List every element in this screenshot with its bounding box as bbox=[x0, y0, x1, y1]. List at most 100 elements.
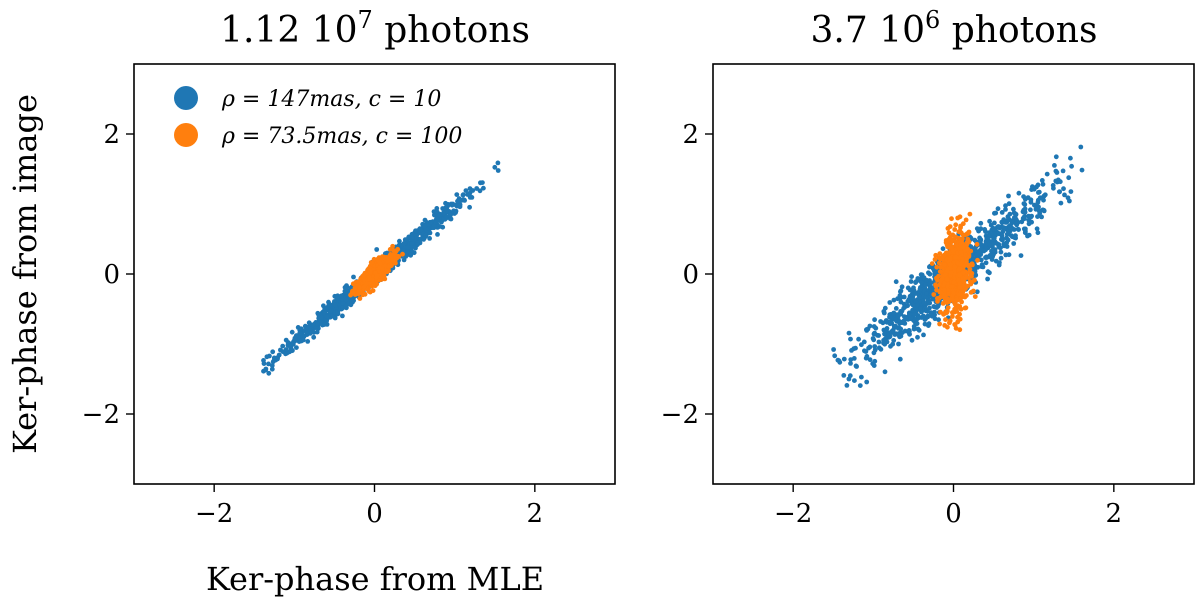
data-point bbox=[976, 250, 982, 256]
data-point bbox=[364, 281, 370, 286]
data-point bbox=[965, 283, 971, 289]
data-point bbox=[960, 270, 966, 276]
x-tick-label: −2 bbox=[195, 499, 233, 529]
data-point bbox=[882, 369, 888, 375]
data-point bbox=[942, 272, 948, 278]
data-point bbox=[927, 305, 932, 311]
data-point bbox=[437, 213, 442, 218]
data-point bbox=[1061, 186, 1066, 192]
data-point bbox=[898, 319, 903, 325]
data-point bbox=[356, 291, 361, 297]
data-point bbox=[351, 290, 356, 296]
data-point bbox=[832, 353, 838, 359]
data-point bbox=[261, 361, 267, 366]
data-point bbox=[952, 301, 958, 307]
data-point bbox=[495, 168, 501, 173]
data-point bbox=[983, 241, 988, 247]
data-point bbox=[467, 204, 472, 210]
data-point bbox=[427, 236, 432, 241]
data-point bbox=[978, 257, 984, 263]
data-point bbox=[974, 289, 980, 295]
data-point bbox=[441, 210, 446, 216]
data-point bbox=[991, 237, 997, 243]
data-point bbox=[1000, 229, 1006, 235]
data-point bbox=[470, 188, 476, 193]
data-point bbox=[435, 218, 441, 224]
data-point bbox=[386, 268, 391, 273]
data-point bbox=[1033, 206, 1039, 212]
data-point bbox=[985, 276, 990, 282]
data-point bbox=[943, 317, 948, 322]
data-point bbox=[955, 250, 960, 256]
data-point bbox=[428, 219, 433, 225]
data-point bbox=[897, 356, 903, 362]
data-point bbox=[946, 230, 952, 236]
data-point bbox=[871, 337, 877, 343]
data-point bbox=[921, 275, 927, 280]
data-point bbox=[988, 222, 994, 228]
data-point bbox=[390, 243, 395, 249]
data-point bbox=[1068, 155, 1073, 161]
data-point bbox=[927, 281, 932, 287]
data-point bbox=[1006, 201, 1012, 207]
data-point bbox=[344, 286, 349, 292]
data-point bbox=[978, 220, 984, 226]
data-point bbox=[883, 318, 889, 323]
data-point bbox=[1030, 184, 1035, 190]
data-point bbox=[1015, 219, 1021, 225]
data-point bbox=[371, 282, 376, 288]
data-point bbox=[1042, 192, 1048, 198]
data-point bbox=[495, 160, 501, 166]
data-point bbox=[882, 305, 888, 311]
data-point bbox=[314, 321, 320, 327]
data-point bbox=[854, 364, 859, 369]
data-point bbox=[427, 230, 433, 236]
data-point bbox=[276, 352, 282, 358]
data-point bbox=[878, 319, 883, 324]
x-tick-label: 2 bbox=[527, 499, 544, 529]
data-point bbox=[903, 316, 909, 321]
data-point bbox=[942, 287, 947, 293]
data-point bbox=[952, 322, 958, 327]
y-axis-label: Ker-phase from image bbox=[6, 94, 44, 454]
data-point bbox=[1026, 221, 1032, 227]
data-point bbox=[957, 327, 963, 333]
data-point bbox=[1066, 175, 1072, 181]
data-point bbox=[990, 231, 996, 237]
data-point bbox=[443, 200, 448, 206]
data-point bbox=[1029, 213, 1034, 219]
data-point bbox=[492, 164, 498, 170]
data-point bbox=[953, 298, 959, 303]
data-point bbox=[983, 255, 988, 260]
data-point bbox=[923, 295, 929, 300]
data-point bbox=[893, 317, 898, 323]
data-point bbox=[870, 361, 876, 367]
data-point bbox=[955, 314, 960, 320]
data-point bbox=[952, 227, 958, 232]
data-point bbox=[405, 245, 411, 250]
data-point bbox=[979, 242, 984, 248]
data-point bbox=[1023, 229, 1028, 234]
data-point bbox=[891, 338, 897, 343]
data-point bbox=[1058, 200, 1064, 206]
data-point bbox=[952, 268, 957, 273]
data-point bbox=[979, 262, 985, 268]
y-tick-label: 2 bbox=[103, 120, 120, 150]
data-point bbox=[280, 343, 286, 349]
data-point bbox=[305, 339, 311, 344]
data-points bbox=[261, 160, 501, 376]
data-point bbox=[835, 357, 841, 363]
data-point bbox=[963, 217, 969, 223]
data-point bbox=[1035, 230, 1041, 236]
data-point bbox=[896, 341, 901, 347]
data-point bbox=[324, 314, 330, 319]
data-point bbox=[1007, 211, 1013, 217]
data-point bbox=[938, 309, 943, 315]
data-point bbox=[447, 216, 453, 222]
data-point bbox=[991, 241, 996, 247]
data-point bbox=[933, 283, 939, 289]
data-point bbox=[357, 296, 363, 301]
data-point bbox=[901, 294, 907, 300]
data-point bbox=[266, 370, 272, 376]
data-point bbox=[898, 333, 904, 339]
